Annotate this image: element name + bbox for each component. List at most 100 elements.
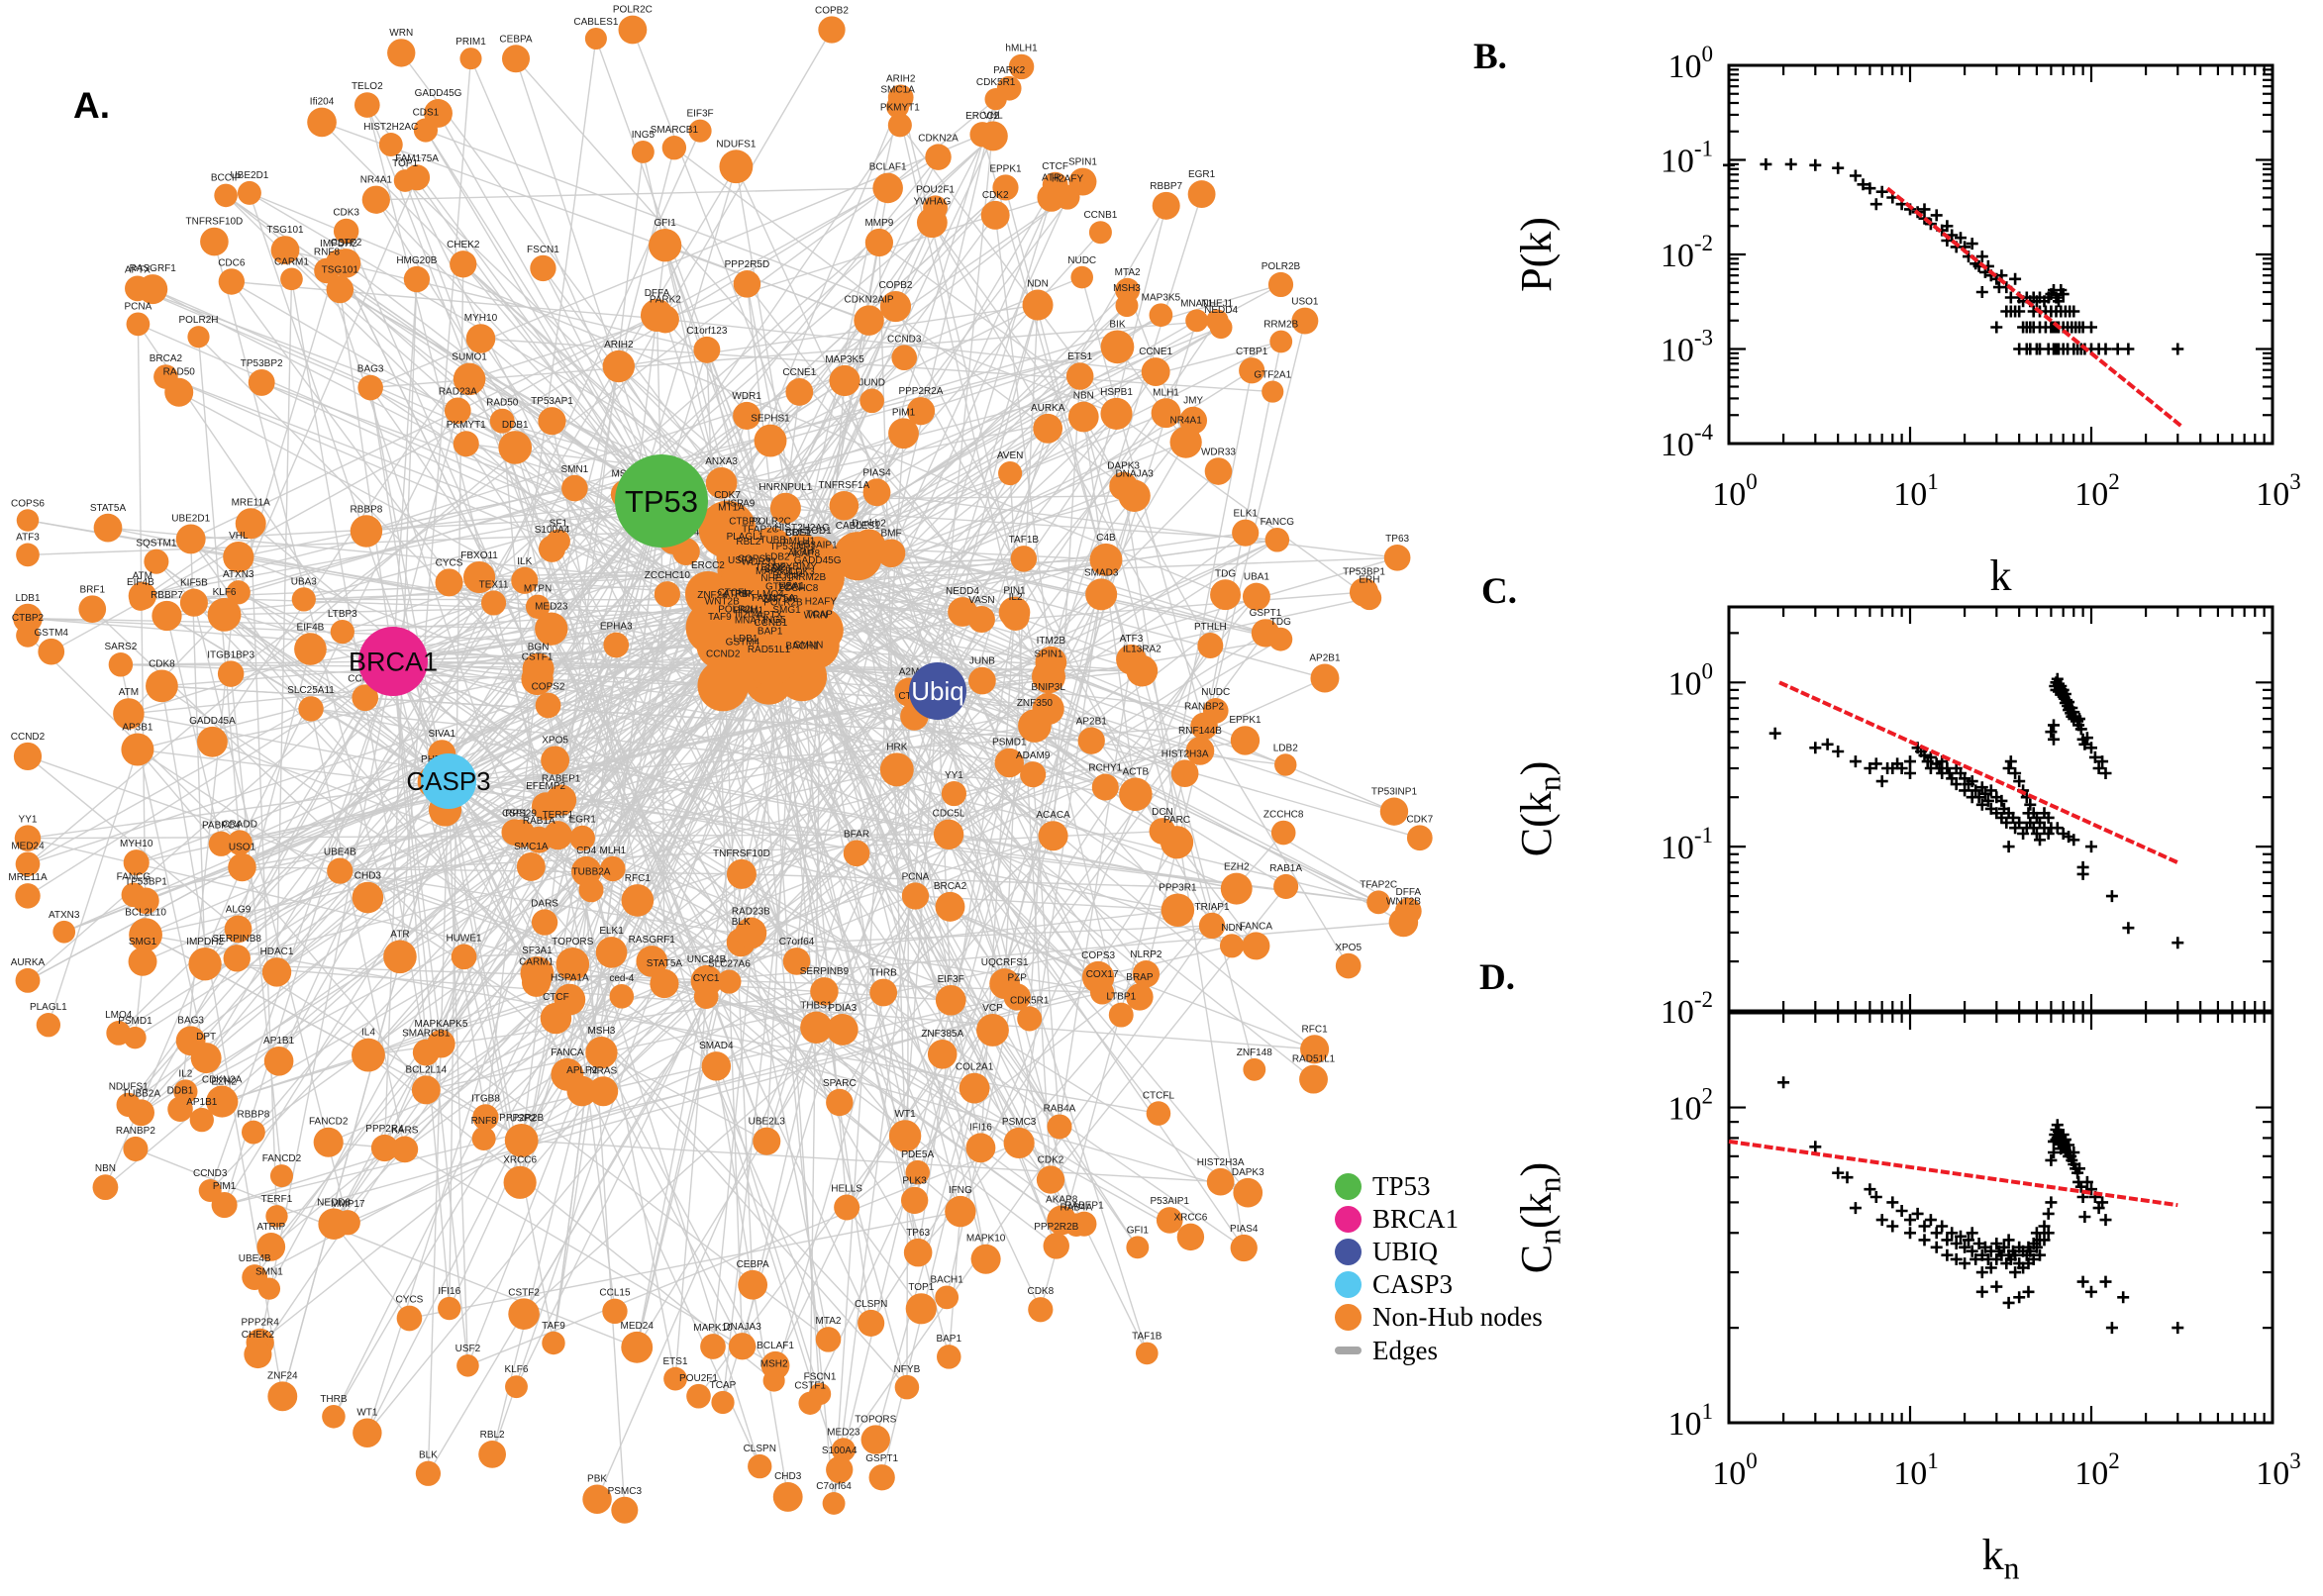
- network-edge: [1034, 725, 1379, 903]
- node-label: CDK7: [714, 490, 741, 501]
- network-node: [1187, 180, 1216, 209]
- network-node: [693, 984, 719, 1009]
- network-node: [411, 1075, 441, 1105]
- network-edge: [205, 962, 1315, 1050]
- node-label: XPO5: [542, 735, 568, 746]
- node-label: POLR2B: [763, 597, 803, 608]
- network-node: [822, 1492, 846, 1515]
- node-label: ACTB: [1123, 767, 1150, 778]
- network-node: [462, 560, 496, 594]
- network-node: [214, 183, 238, 208]
- panel-b-plot: 100 10-1 10-2 10-3 10-4 100 101 102 103 k P(k): [1512, 42, 2301, 600]
- network-edge: [249, 192, 786, 509]
- node-label: JMY: [1183, 396, 1203, 407]
- scatter-points: [1723, 157, 2184, 355]
- network-node: [748, 1453, 772, 1479]
- network-node: [1146, 1101, 1171, 1126]
- network-edge: [948, 632, 1266, 836]
- network-node: [854, 305, 884, 336]
- node-label: CARM1: [274, 256, 309, 267]
- node-label: TERF1: [261, 1194, 293, 1205]
- node-label: DNAJA3: [1115, 469, 1154, 480]
- node-label: MLH1: [1153, 387, 1179, 398]
- node-label: CDK5R1: [976, 77, 1016, 88]
- network-node: [609, 984, 635, 1009]
- node-label: CDK5R1: [1010, 995, 1050, 1006]
- network-edge: [120, 664, 207, 1058]
- network-node: [352, 684, 379, 712]
- node-label: NDN: [1027, 279, 1049, 290]
- legend-item-edges: Edges: [1335, 1336, 1438, 1365]
- node-label: BCCIP: [772, 571, 803, 582]
- node-label: STAT5A: [647, 958, 683, 969]
- node-label: PCNA: [125, 302, 152, 313]
- network-node: [330, 619, 354, 645]
- node-label: BCLAF1: [757, 1341, 794, 1351]
- network-node: [584, 27, 607, 50]
- node-label: RAD51L1: [748, 645, 791, 655]
- network-edge: [537, 606, 872, 1324]
- node-label: RFC1: [1302, 1024, 1329, 1035]
- node-label: WDR33: [742, 557, 776, 568]
- node-label: BCL2L10: [125, 907, 166, 918]
- network-node: [1065, 362, 1094, 390]
- network-edge: [937, 690, 1379, 903]
- network-node: [801, 536, 836, 570]
- network-edge: [399, 618, 982, 957]
- node-label: RAB1A: [523, 816, 556, 827]
- network-edge: [948, 1211, 961, 1357]
- network-node: [280, 267, 303, 291]
- node-label: CABLES1: [836, 521, 880, 532]
- network-edge: [399, 58, 472, 957]
- network-node: [15, 967, 41, 993]
- hub-nodes: TP53 BRCA1 Ubiq CASP3: [349, 454, 966, 809]
- network-node: [561, 474, 588, 502]
- hub-label-casp3: CASP3: [406, 766, 490, 796]
- network-node: [1033, 413, 1063, 444]
- network-node: [1349, 577, 1379, 607]
- network-node: [1243, 1057, 1266, 1081]
- network-edge: [141, 500, 662, 1114]
- node-label: ATF3: [16, 533, 40, 544]
- network-node: [1018, 709, 1052, 743]
- network-node: [153, 364, 178, 389]
- network-node: [1126, 983, 1154, 1011]
- network-node: [1274, 753, 1297, 776]
- node-label: C4B: [1096, 533, 1116, 544]
- network-edge: [521, 996, 1018, 1142]
- network-edge: [466, 648, 753, 1366]
- node-label: CARM1: [519, 957, 554, 968]
- node-label: IL2: [1009, 592, 1023, 603]
- node-label: PIN1: [1003, 586, 1026, 597]
- network-node: [1028, 1297, 1054, 1323]
- network-node: [785, 378, 814, 406]
- network-edge: [931, 222, 1125, 487]
- node-label: MAPK11: [756, 566, 794, 577]
- network-node: [782, 948, 811, 975]
- node-label: ELK1: [599, 926, 624, 937]
- node-label: EIF4B: [127, 577, 154, 588]
- node-label: C7orf64: [816, 1481, 852, 1492]
- node-label: NEDD4: [946, 586, 979, 597]
- network-node: [868, 1464, 895, 1491]
- node-label: H2AFY: [1052, 174, 1084, 185]
- network-node: [843, 840, 870, 867]
- node-label: MMP17: [331, 1199, 365, 1210]
- node-label: TRIAP1: [1195, 902, 1230, 913]
- node-label: YY1: [19, 814, 38, 825]
- network-node: [905, 1159, 930, 1185]
- node-label: BRCA2: [150, 353, 183, 364]
- network-node: [175, 1026, 206, 1056]
- edge-swatch-icon: [1335, 1347, 1362, 1354]
- network-edge: [425, 956, 465, 1091]
- network-edge: [491, 1090, 583, 1455]
- network-node: [173, 1079, 198, 1104]
- node-label: WNT2B: [1386, 897, 1421, 908]
- node-label: NR4A1: [1170, 416, 1203, 427]
- node-label: ADAM9: [1016, 750, 1051, 761]
- network-node: [697, 659, 750, 712]
- network-edge: [27, 420, 553, 865]
- network-node: [144, 549, 169, 574]
- node-label: CDK2: [1038, 1154, 1064, 1165]
- node-label: LTBP3: [328, 609, 357, 620]
